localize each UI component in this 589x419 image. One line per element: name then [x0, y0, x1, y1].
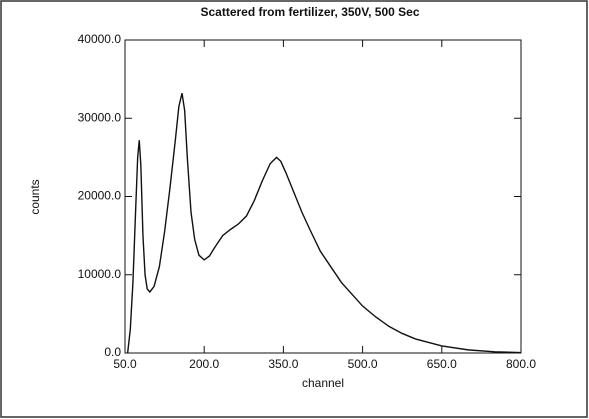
x-tick-label: 350.0 [268, 357, 298, 371]
data-line [126, 93, 522, 354]
y-tick-label: 0.0 [104, 345, 121, 359]
x-tick-label: 650.0 [427, 357, 457, 371]
x-tick-label: 50.0 [113, 357, 137, 371]
y-tick-label: 10000.0 [78, 267, 122, 281]
x-tick-label: 500.0 [348, 357, 378, 371]
y-axis-label: counts [28, 179, 42, 214]
x-tick-label: 200.0 [189, 357, 219, 371]
x-tick-label: 800.0 [506, 357, 536, 371]
y-tick-label: 20000.0 [78, 189, 122, 203]
chart-title: Scattered from fertilizer, 350V, 500 Sec [200, 5, 419, 19]
y-tick-label: 40000.0 [78, 32, 122, 46]
y-tick-label: 30000.0 [78, 110, 122, 124]
x-axis-label: channel [302, 376, 344, 390]
